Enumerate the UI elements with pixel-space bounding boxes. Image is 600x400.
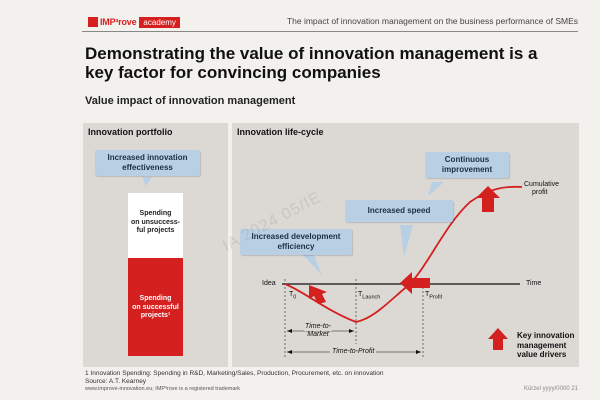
ttm-arrowhead-left: [287, 329, 292, 333]
dev-efficiency-callout-tail: [300, 252, 322, 275]
dev-efficiency-line2: efficiency: [277, 242, 315, 251]
successful-spending-label: Spending on successful projects¹: [128, 295, 183, 321]
t0-sub: 0: [293, 294, 297, 301]
effectiveness-callout: Increased innovation effectiveness: [95, 150, 200, 176]
continuous-up-arrow-icon: [476, 186, 500, 212]
speed-left-arrow-icon: [400, 272, 430, 294]
tprofit-sub: Profit: [429, 294, 443, 301]
tlaunch-label: TLaunch: [358, 291, 380, 300]
successful-line1: Spending: [139, 295, 172, 302]
effectiveness-callout-line1: Increased innovation: [107, 153, 188, 162]
tlaunch-sub: Launch: [362, 294, 381, 301]
ttm-line2: Market: [307, 331, 329, 338]
continuous-line2: improvement: [441, 165, 493, 174]
t0-label: T0: [289, 291, 296, 300]
tprofit-main: T: [425, 291, 430, 298]
footnote-source: Source: A.T. Kearney: [85, 378, 147, 385]
dev-efficiency-down-arrow-icon: [309, 285, 327, 304]
idea-label: Idea: [262, 280, 276, 287]
continuous-callout-tail: [428, 182, 444, 196]
footnote-line1: 1 Innovation Spending: Spending in R&D, …: [85, 370, 384, 377]
tlaunch-main: T: [358, 291, 363, 298]
improve-logo: IMP³rove academy: [88, 15, 180, 29]
unsuccessful-spending-label: Spending on unsuccess- ful projects: [128, 210, 183, 236]
slide-title: Demonstrating the value of innovation ma…: [85, 44, 538, 82]
cumulative-profit-label: Cumulative profit: [524, 181, 559, 197]
unsuccessful-spending-block: [128, 193, 183, 258]
legend-line1: Key innovation: [517, 331, 575, 340]
continuous-line1: Continuous: [444, 155, 490, 164]
unsuccessful-line2: on unsuccess-: [130, 218, 180, 226]
logo-square-icon: [88, 17, 98, 27]
time-to-profit-label: Time-to-Profit: [330, 348, 377, 355]
legend-line3: value drivers: [517, 350, 567, 359]
ttm-line1: Time-to-: [304, 323, 332, 331]
dev-efficiency-line1: Increased development: [251, 232, 341, 241]
successful-line3: projects¹: [140, 312, 171, 319]
ttp-arrowhead-left: [287, 350, 292, 354]
speed-callout: Increased speed: [345, 200, 453, 222]
legend-arrow-icon: [488, 328, 508, 350]
legend-text: Key innovation management value drivers: [517, 331, 574, 360]
continuous-improvement-callout: Continuous improvement: [425, 152, 509, 178]
ttm-arrowhead-right: [349, 329, 354, 333]
unsuccessful-line1: Spending: [139, 210, 172, 217]
footnote: 1 Innovation Spending: Spending in R&D, …: [85, 370, 383, 386]
footer-url: www.improve-innovation.eu; IMP³rove is a…: [85, 386, 240, 392]
tprofit-label: TProfit: [425, 291, 442, 300]
header-title: The impact of innovation management on t…: [286, 16, 578, 26]
successful-line2: on successful: [132, 303, 179, 311]
successful-spending-block: [128, 258, 183, 356]
portfolio-panel-title: Innovation portfolio: [88, 127, 173, 137]
footer-page-info: Kürzel yyyy/0000 21: [523, 386, 578, 392]
unsuccessful-line3: ful projects: [136, 227, 175, 234]
logo-text: IMP³rove: [100, 17, 137, 27]
slide-subtitle: Value impact of innovation management: [85, 95, 296, 107]
time-to-market-label: Time-to- Market: [304, 323, 332, 339]
ttp-arrowhead-right: [416, 350, 421, 354]
effectiveness-callout-line2: effectiveness: [122, 163, 173, 172]
effectiveness-callout-tail: [142, 177, 152, 186]
time-axis-label: Time: [526, 280, 542, 287]
dev-efficiency-callout: Increased development efficiency: [240, 229, 352, 255]
t0-main: T: [289, 291, 294, 298]
lifecycle-panel-title: Innovation life-cycle: [237, 127, 324, 137]
logo-badge: academy: [139, 16, 180, 28]
header-divider: [82, 31, 578, 32]
cumprofit-line1: Cumulative: [524, 181, 560, 188]
legend-line2: management: [517, 340, 567, 350]
speed-callout-tail: [400, 225, 413, 257]
cumprofit-line2: profit: [532, 189, 548, 196]
